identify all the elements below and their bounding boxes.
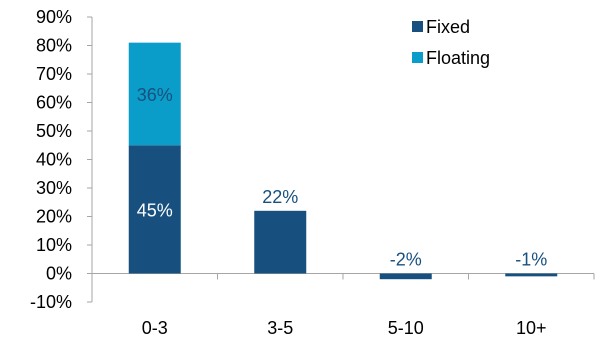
data-label: -1% — [515, 250, 547, 270]
bar-floating-0 — [128, 42, 181, 146]
legend-swatch-floating — [412, 52, 423, 63]
legend-swatch-fixed — [412, 21, 423, 32]
legend-label: Floating — [426, 48, 490, 68]
bars — [128, 42, 558, 280]
x-axis: 0-3 3-5 5-10 10+ — [91, 273, 595, 338]
y-tick-label: 30% — [36, 178, 72, 198]
legend-label: Fixed — [426, 17, 470, 37]
y-tick-label: 20% — [36, 207, 72, 227]
category-label: 0-3 — [142, 318, 168, 338]
y-tick-label: -10% — [30, 292, 72, 312]
data-labels: 45% 22% -2% -1% 36% — [137, 85, 548, 270]
data-label: -2% — [390, 250, 422, 270]
data-label: 22% — [262, 187, 298, 207]
y-tick-label: 70% — [36, 64, 72, 84]
data-label: 36% — [137, 85, 173, 105]
legend: Fixed Floating — [412, 17, 490, 68]
bar-fixed-2 — [379, 273, 432, 280]
bar-fixed-0 — [128, 145, 181, 274]
y-tick-label: 10% — [36, 235, 72, 255]
y-tick-label: 80% — [36, 36, 72, 56]
y-tick-label: 40% — [36, 150, 72, 170]
bar-fixed-1 — [254, 210, 307, 274]
data-label: 45% — [137, 200, 173, 220]
y-tick-label: 60% — [36, 93, 72, 113]
y-tick-label: 90% — [36, 7, 72, 27]
category-label: 3-5 — [267, 318, 293, 338]
y-axis: -10% 0% 10% 20% 30% 40% 50% 60% 70% 80% 90% — [30, 7, 93, 312]
category-label: 5-10 — [388, 318, 424, 338]
bar-fixed-3 — [505, 273, 558, 277]
category-label: 10+ — [516, 318, 547, 338]
y-tick-label: 0% — [46, 264, 72, 284]
y-tick-label: 50% — [36, 121, 72, 141]
